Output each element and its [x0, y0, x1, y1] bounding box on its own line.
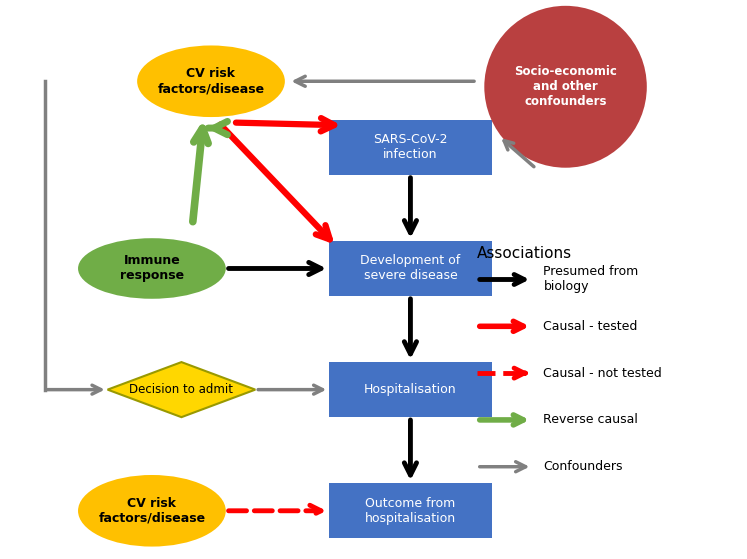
Text: Hospitalisation: Hospitalisation	[364, 383, 456, 396]
Text: Immune
response: Immune response	[120, 254, 184, 282]
FancyBboxPatch shape	[329, 241, 492, 296]
Text: SARS-CoV-2
infection: SARS-CoV-2 infection	[374, 134, 447, 162]
Text: Causal - tested: Causal - tested	[543, 320, 638, 333]
Text: Socio-economic
and other
confounders: Socio-economic and other confounders	[514, 65, 617, 108]
Text: Outcome from
hospitalisation: Outcome from hospitalisation	[365, 497, 456, 525]
Ellipse shape	[484, 6, 647, 168]
Ellipse shape	[78, 238, 226, 299]
FancyBboxPatch shape	[329, 120, 492, 175]
Text: Development of
severe disease: Development of severe disease	[360, 254, 461, 282]
Text: Presumed from
biology: Presumed from biology	[543, 266, 639, 293]
Polygon shape	[108, 362, 255, 417]
Text: CV risk
factors/disease: CV risk factors/disease	[158, 67, 264, 95]
Text: CV risk
factors/disease: CV risk factors/disease	[99, 497, 205, 525]
Text: Decision to admit: Decision to admit	[129, 383, 234, 396]
Text: Associations: Associations	[477, 247, 572, 262]
FancyBboxPatch shape	[329, 362, 492, 417]
Text: Confounders: Confounders	[543, 460, 623, 473]
Ellipse shape	[78, 475, 226, 547]
Ellipse shape	[137, 45, 285, 117]
FancyBboxPatch shape	[329, 483, 492, 538]
Text: Causal - not tested: Causal - not tested	[543, 367, 662, 380]
Text: Reverse causal: Reverse causal	[543, 414, 638, 427]
